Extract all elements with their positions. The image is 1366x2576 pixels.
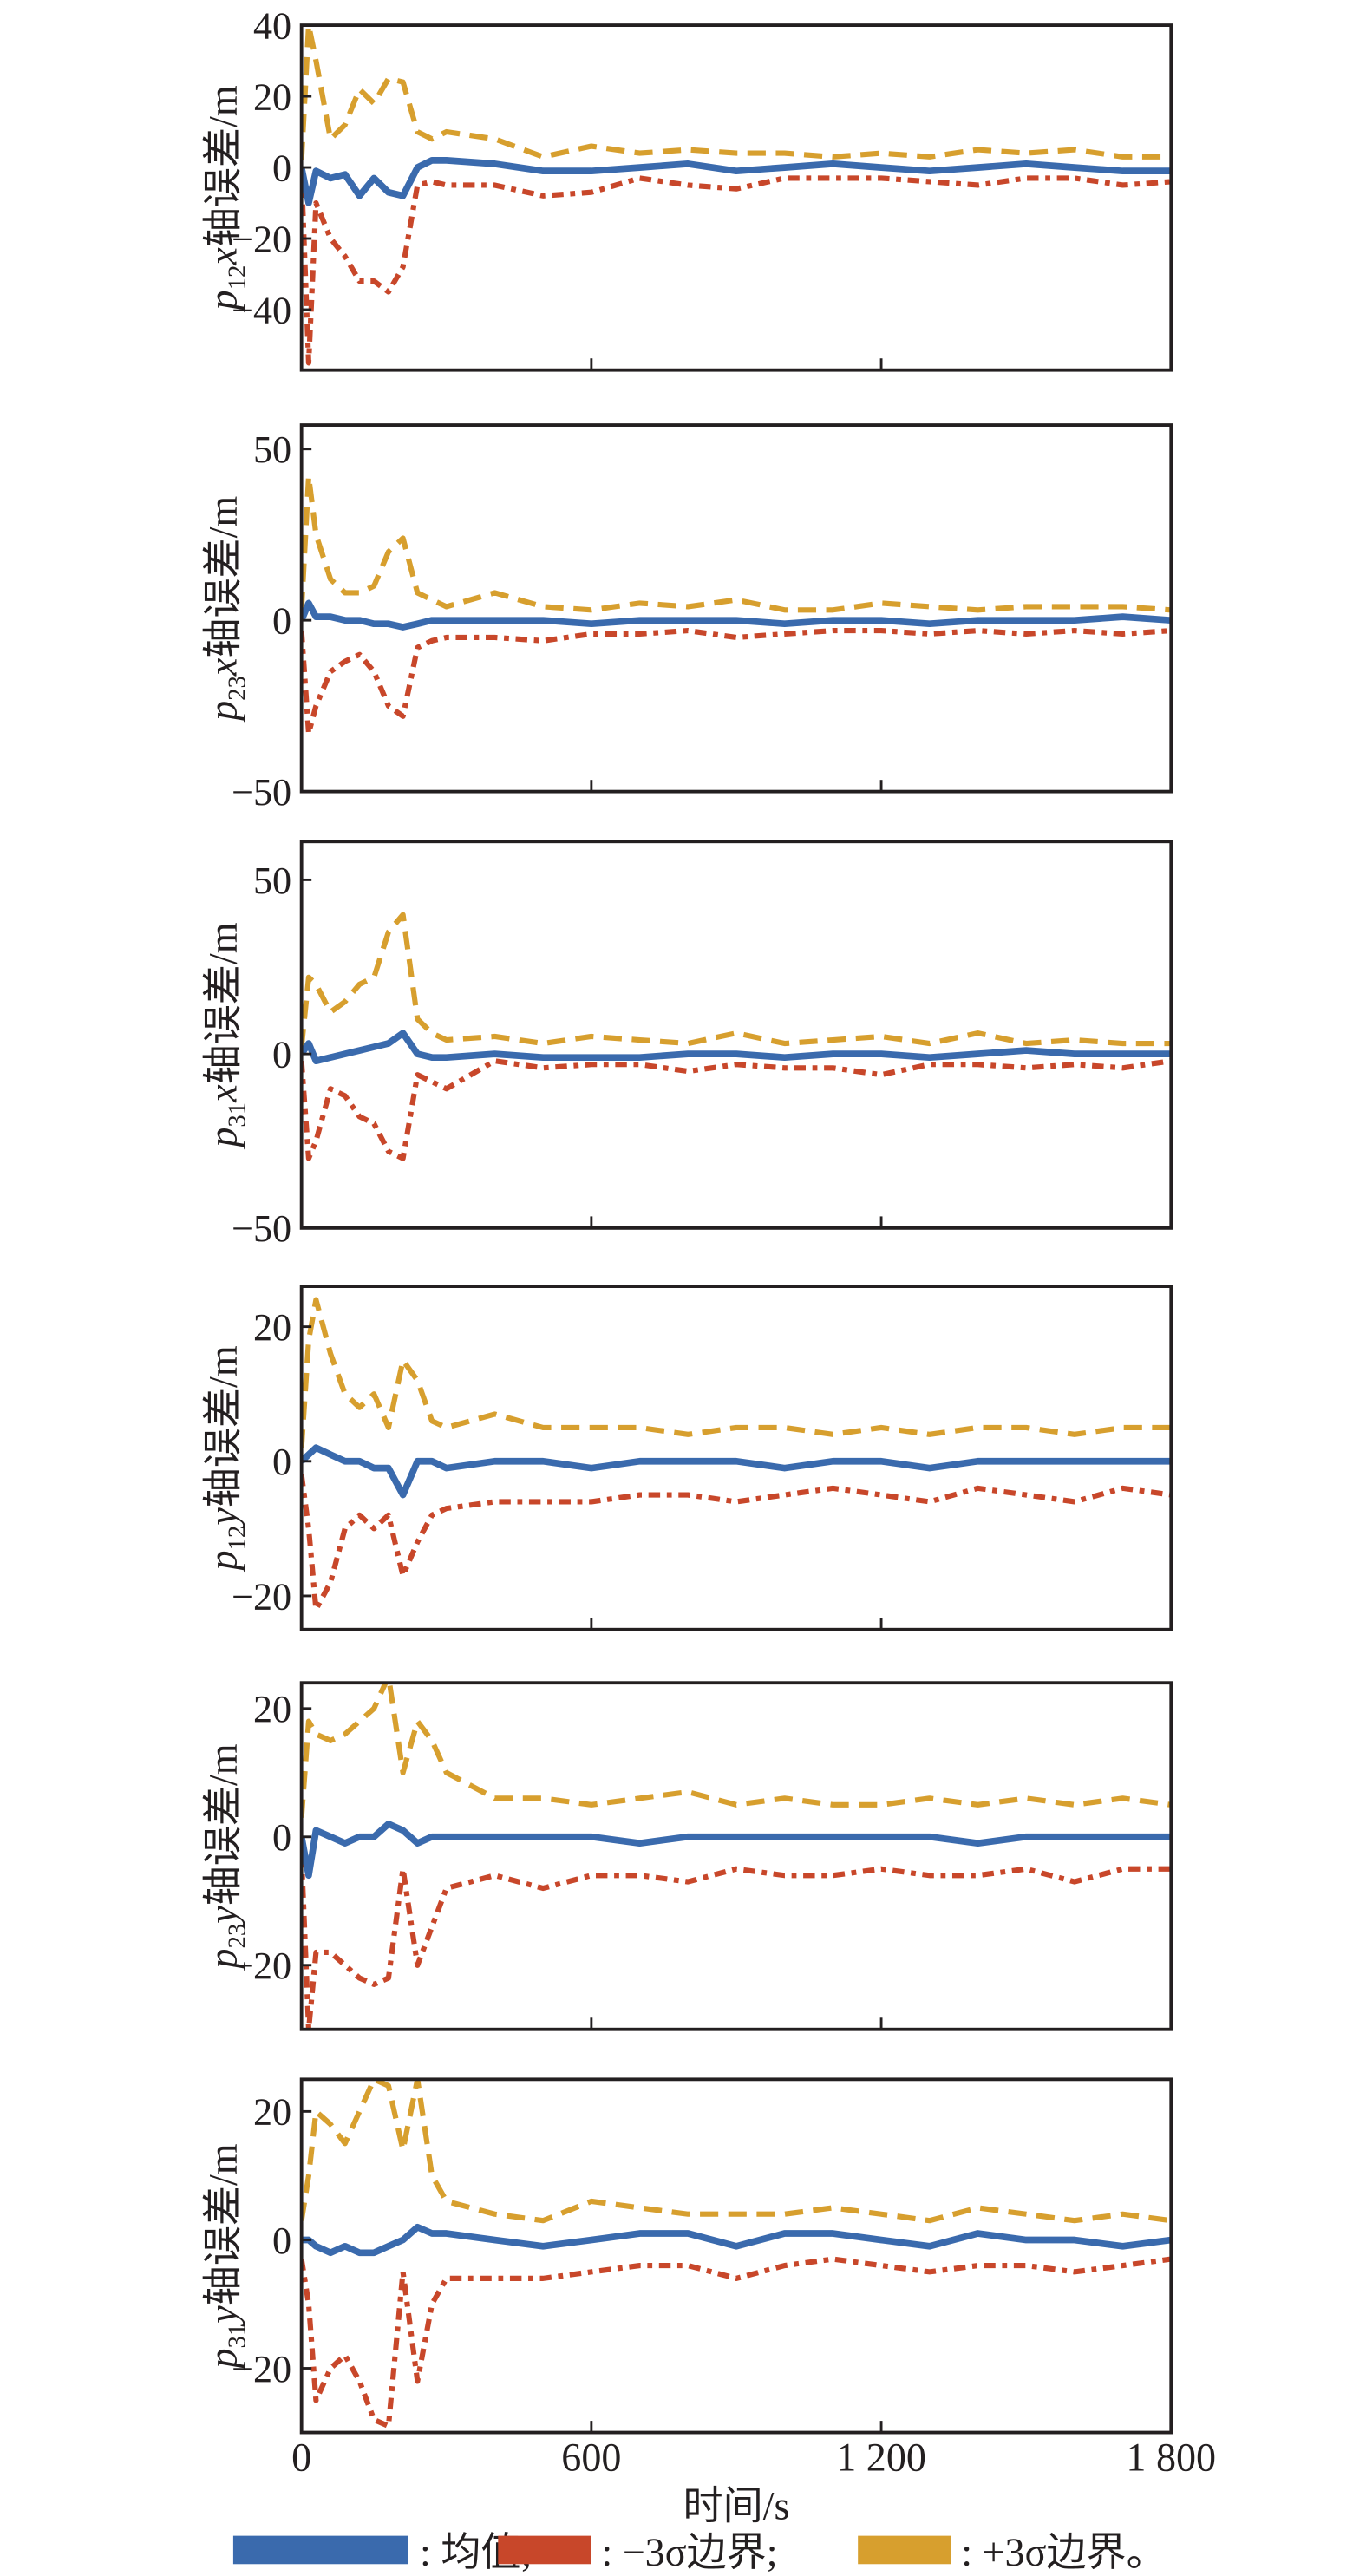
y-label-axis: y [201,1906,245,1927]
y-tick-label: 0 [272,1033,291,1076]
plot-frame [299,1681,1173,2031]
y-label-axis: y [201,2305,245,2327]
y-tick-label: 20 [253,1688,291,1730]
series-lower-line [301,1855,1172,2030]
y-label-axis: x [201,247,245,266]
y-axis-label: p23x轴误差/m [201,496,252,723]
y-tick-label: 20 [253,1306,291,1349]
y-tick-label: −20 [232,1575,291,1618]
plot-frame [299,423,1173,794]
series-mean-line [301,1030,1172,1065]
y-tick-label: 0 [272,1441,291,1483]
y-label-rest: 轴误差/m [201,496,245,658]
x-axis-label: 时间/s [683,2483,790,2527]
series-mean-line [301,599,1172,631]
y-axis-label: p31x轴误差/m [201,922,252,1149]
y-tick-label: −50 [232,771,291,814]
y-tick-label: 0 [272,2220,291,2262]
plot-frame [299,23,1173,372]
legend-label-upper: : +3σ边界。 [961,2530,1166,2574]
y-label-var: p [201,701,245,723]
y-label-rest: 轴误差/m [201,85,245,247]
y-tick-label: −20 [232,1945,291,1987]
y-label-sub: 12 [223,265,251,291]
series-mean-line [301,157,1172,206]
y-tick-label: 0 [272,147,291,189]
series-upper-line [301,2079,1172,2224]
y-axis-label: p31y轴误差/m [201,2143,252,2370]
series-lower-line [301,2256,1172,2429]
legend-label-lower: : −3σ边界; [601,2530,777,2574]
legend-swatch-upper [858,2535,951,2565]
series-lower-line [301,1474,1172,1612]
panel-3: 50 0 −50 p31x轴误差/m [201,840,1173,1250]
y-label-sub: 23 [223,676,251,701]
panel-2: 50 0 −50 p23x轴误差/m [201,423,1173,814]
y-tick-label: −20 [232,218,291,260]
y-label-axis: y [201,1507,245,1529]
series-upper-line [301,1683,1172,1818]
y-label-var: p [201,2348,245,2370]
y-label-axis: x [201,657,245,677]
y-tick-label: −50 [232,1207,291,1250]
series-mean-line [301,1821,1172,1880]
plot-frame [299,2077,1173,2435]
y-tick-label: −40 [232,289,291,331]
y-label-sub: 23 [223,1924,251,1949]
series-mean-line [301,1444,1172,1499]
y-label-var: p [201,1550,245,1572]
x-tick-label: 600 [561,2435,621,2480]
y-axis-label: p23y轴误差/m [201,1743,252,1971]
y-tick-label: 20 [253,2091,291,2134]
y-axis-label: p12x轴误差/m [201,85,252,312]
y-tick-label: 20 [253,75,291,118]
legend-swatch-mean [232,2535,408,2565]
x-tick-label: 1 800 [1126,2435,1216,2480]
y-tick-label: 0 [272,1816,291,1859]
series-lower-line [301,1058,1172,1161]
series-upper-line [301,25,1172,161]
series-upper-line [301,474,1172,613]
plot-frame [299,1285,1173,1631]
y-label-axis: x [201,1084,245,1103]
x-tick-label: 0 [291,2435,311,2480]
y-label-var: p [201,290,245,312]
y-tick-label: 0 [272,600,291,643]
y-label-rest: 轴误差/m [201,1345,245,1507]
y-axis-label: p12y轴误差/m [201,1345,252,1572]
y-tick-label: 50 [253,428,291,471]
legend-swatch-lower [498,2535,591,2565]
x-tick-label: 1 200 [836,2435,926,2480]
series-upper-line [301,912,1172,1048]
y-tick-label: 50 [253,860,291,902]
y-label-rest: 轴误差/m [201,1743,245,1906]
y-label-sub: 31 [223,2324,251,2349]
y-label-rest: 轴误差/m [201,2143,245,2305]
y-label-var: p [201,1128,245,1150]
y-label-sub: 12 [223,1526,251,1551]
series-lower-line [301,174,1172,366]
plot-frame [299,840,1173,1230]
series-lower-line [301,628,1172,736]
series-upper-line [301,1297,1172,1448]
y-label-sub: 31 [223,1102,251,1128]
y-tick-label: 40 [253,4,291,47]
legend: : 均值;: −3σ边界;: +3σ边界。 [232,2530,1167,2574]
y-tick-label: −20 [232,2348,291,2390]
series-mean-line [301,2223,1172,2257]
y-label-rest: 轴误差/m [201,922,245,1084]
y-label-var: p [201,1949,245,1971]
